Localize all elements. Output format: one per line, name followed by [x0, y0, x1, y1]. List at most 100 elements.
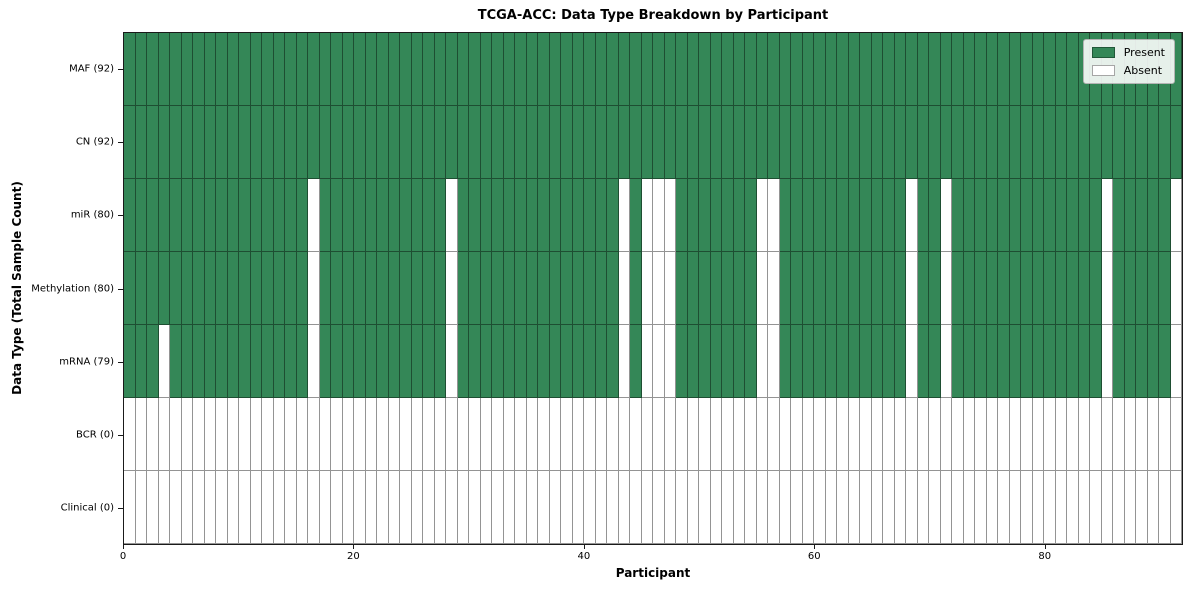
heatmap-cell	[446, 252, 458, 325]
heatmap-cell	[802, 325, 814, 398]
heatmap-cell	[1044, 33, 1056, 106]
heatmap-cell	[745, 398, 757, 471]
heatmap-cell	[1170, 398, 1182, 471]
heatmap-cell	[607, 398, 619, 471]
heatmap-cell	[584, 179, 596, 252]
heatmap-cell	[1159, 398, 1171, 471]
heatmap-cell	[1032, 179, 1044, 252]
heatmap-cell	[193, 471, 205, 544]
heatmap-cell	[952, 33, 964, 106]
heatmap-cell	[1090, 325, 1102, 398]
heatmap-cell	[917, 325, 929, 398]
heatmap-cell	[492, 471, 504, 544]
heatmap-cell	[952, 398, 964, 471]
heatmap-cell	[975, 33, 987, 106]
heatmap-cell	[411, 179, 423, 252]
heatmap-cell	[572, 398, 584, 471]
heatmap-cell	[388, 106, 400, 179]
heatmap-cell	[1067, 252, 1079, 325]
heatmap-cell	[273, 106, 285, 179]
heatmap-cell	[630, 179, 642, 252]
heatmap-cell	[434, 325, 446, 398]
heatmap-cell	[894, 398, 906, 471]
heatmap-cell	[308, 325, 320, 398]
heatmap-cell	[250, 33, 262, 106]
heatmap-cell	[411, 398, 423, 471]
heatmap-cell	[1147, 471, 1159, 544]
heatmap-cell	[193, 33, 205, 106]
heatmap-cell	[699, 252, 711, 325]
heatmap-cell	[998, 106, 1010, 179]
heatmap-cell	[756, 398, 768, 471]
heatmap-cell	[894, 252, 906, 325]
heatmap-cell	[296, 33, 308, 106]
heatmap-cell	[538, 252, 550, 325]
heatmap-cell	[722, 398, 734, 471]
heatmap-cell	[837, 252, 849, 325]
heatmap-cell	[515, 252, 527, 325]
heatmap-cell	[1044, 398, 1056, 471]
heatmap-cell	[135, 106, 147, 179]
heatmap-cell	[791, 106, 803, 179]
heatmap-cell	[664, 471, 676, 544]
x-axis-label: Participant	[615, 566, 691, 580]
heatmap-cell	[860, 33, 872, 106]
heatmap-cell	[308, 471, 320, 544]
heatmap-cell	[331, 106, 343, 179]
heatmap-cell	[733, 398, 745, 471]
heatmap-cell	[825, 325, 837, 398]
heatmap-cell	[1021, 398, 1033, 471]
legend-item: Absent	[1091, 64, 1165, 77]
heatmap-cell	[135, 471, 147, 544]
heatmap-cell	[147, 398, 159, 471]
heatmap-cell	[906, 398, 918, 471]
heatmap-cell	[653, 325, 665, 398]
heatmap-cell	[687, 471, 699, 544]
heatmap-cell	[457, 471, 469, 544]
heatmap-cell	[1032, 33, 1044, 106]
heatmap-cell	[400, 398, 412, 471]
heatmap-cell	[319, 179, 331, 252]
heatmap-cell	[434, 33, 446, 106]
heatmap-cell	[940, 398, 952, 471]
heatmap-cell	[710, 471, 722, 544]
heatmap-cell	[975, 325, 987, 398]
heatmap-cell	[262, 33, 274, 106]
heatmap-cell	[584, 471, 596, 544]
heatmap-cell	[848, 33, 860, 106]
heatmap-cell	[1044, 252, 1056, 325]
heatmap-cell	[1078, 325, 1090, 398]
heatmap-cell	[676, 33, 688, 106]
heatmap-cell	[1136, 398, 1148, 471]
heatmap-cell	[814, 471, 826, 544]
heatmap-cell	[1113, 106, 1125, 179]
heatmap-cell	[1124, 471, 1136, 544]
heatmap-cell	[664, 325, 676, 398]
heatmap-cell	[791, 33, 803, 106]
heatmap-cell	[480, 398, 492, 471]
heatmap-cell	[607, 252, 619, 325]
heatmap-cell	[285, 398, 297, 471]
heatmap-cell	[929, 179, 941, 252]
heatmap-cell	[883, 106, 895, 179]
heatmap-cell	[124, 471, 136, 544]
heatmap-cell	[480, 471, 492, 544]
heatmap-cell	[1090, 471, 1102, 544]
heatmap-cell	[423, 252, 435, 325]
heatmap-cell	[434, 252, 446, 325]
heatmap-cell	[699, 398, 711, 471]
heatmap-cell	[331, 471, 343, 544]
heatmap-cell	[1021, 179, 1033, 252]
heatmap-cell	[1078, 471, 1090, 544]
heatmap-cell	[204, 106, 216, 179]
heatmap-cell	[1159, 325, 1171, 398]
y-tick-label: miR (80)	[70, 209, 114, 221]
legend-swatch-icon	[1091, 47, 1115, 58]
heatmap-cell	[894, 471, 906, 544]
heatmap-cell	[1067, 398, 1079, 471]
heatmap-cell	[871, 179, 883, 252]
heatmap-cell	[699, 179, 711, 252]
legend-label: Absent	[1123, 64, 1163, 77]
heatmap-cell	[929, 252, 941, 325]
heatmap-cell	[331, 179, 343, 252]
